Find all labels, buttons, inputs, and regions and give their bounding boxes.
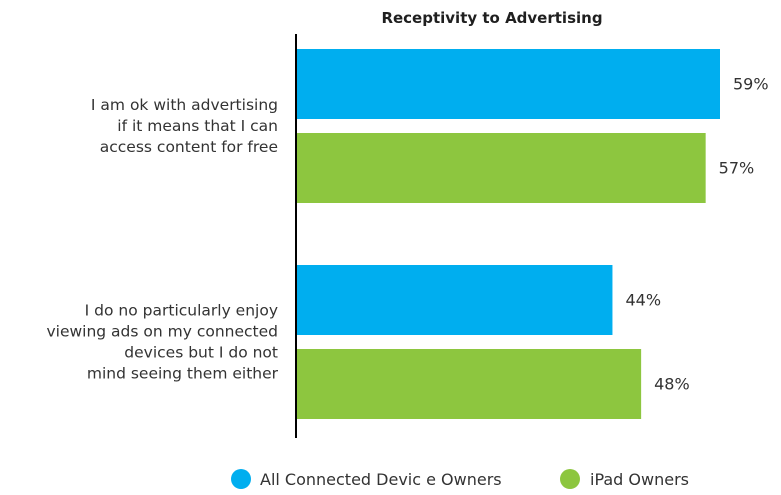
- value-label-2-series-2: 48%: [654, 375, 690, 394]
- category-label-1: I am ok with advertising if it means that…: [91, 96, 278, 156]
- bar-2-series-2: [297, 349, 642, 419]
- bar-1-series-2: [297, 133, 706, 203]
- value-labels: 59% 57% 44% 48%: [625, 75, 768, 394]
- value-label-2-series-1: 44%: [625, 291, 661, 310]
- category-label-2: I do no particularly enjoy viewing ads on…: [46, 302, 278, 383]
- legend-label-1: All Connected Devic e Owners: [260, 470, 502, 489]
- value-label-1-series-1: 59%: [733, 75, 769, 94]
- bar-2-series-1: [297, 265, 613, 335]
- bar-1-series-1: [297, 49, 720, 119]
- category-labels: I am ok with advertising if it means that…: [46, 96, 278, 383]
- legend: All Connected Devic e Owners iPad Owners: [231, 469, 689, 489]
- legend-swatch-1: [231, 469, 251, 489]
- chart-title: Receptivity to Advertising: [381, 9, 602, 27]
- legend-label-2: iPad Owners: [590, 470, 689, 489]
- value-label-1-series-2: 57%: [719, 159, 755, 178]
- legend-swatch-2: [560, 469, 580, 489]
- bars-group: [297, 49, 720, 419]
